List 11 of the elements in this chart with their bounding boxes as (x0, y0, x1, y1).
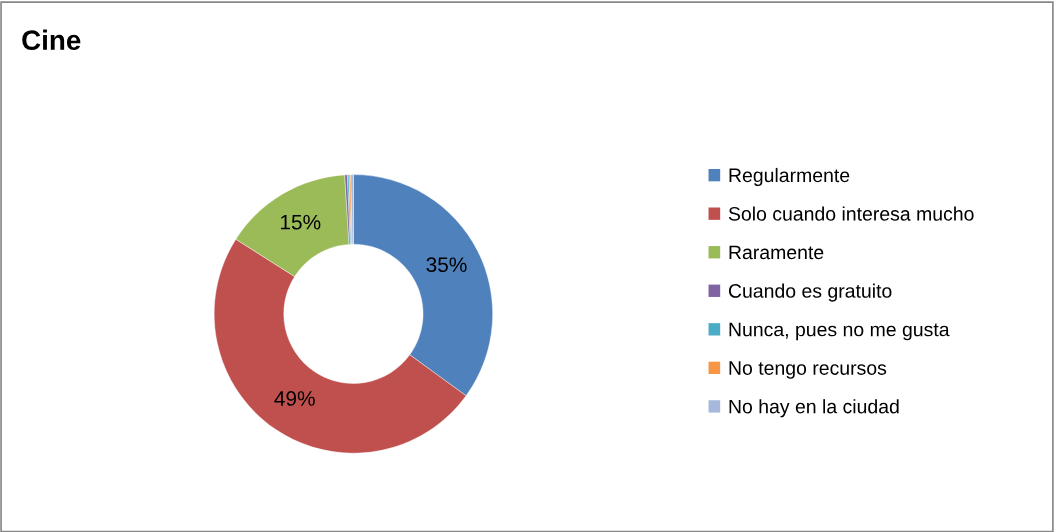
legend-label: Nunca, pues no me gusta (729, 322, 950, 341)
legend-label: Regularmente (729, 167, 850, 187)
legend-label: No hay en la ciudad (729, 399, 899, 418)
legend-label: No tengo recursos (729, 361, 887, 379)
data-label: 15% (281, 214, 321, 230)
data-label: 35% (426, 257, 467, 273)
legend-label: Solo cuando interesa mucho (728, 206, 974, 221)
legend-label: Raramente (729, 245, 824, 260)
chart-title: Cine (22, 29, 81, 51)
data-label: 49% (274, 391, 315, 406)
legend-label: Cuando es gratuito (728, 283, 892, 302)
